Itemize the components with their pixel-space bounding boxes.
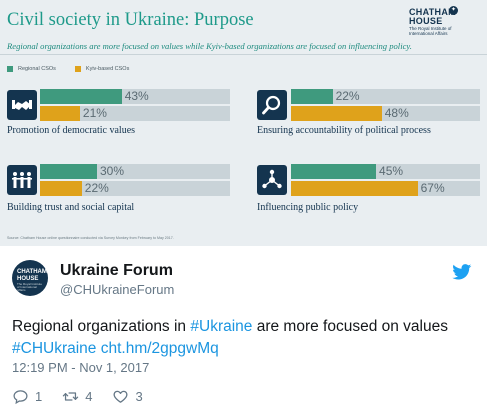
value-label-kyiv-promotion: 21% xyxy=(82,106,107,120)
handshake-icon xyxy=(7,90,37,120)
retweet-button[interactable]: 4 xyxy=(62,388,92,405)
bar-kyiv-accountability xyxy=(291,106,382,121)
user-handle[interactable]: @CHUkraineForum xyxy=(60,282,175,297)
legend-label-kyiv: Kyiv-based CSOs xyxy=(85,66,130,72)
chart-legend: Regional CSOs Kyiv-based CSOs xyxy=(7,64,148,74)
category-label-trust: Building trust and social capital xyxy=(7,202,135,213)
legend-swatch-kyiv xyxy=(74,66,81,72)
source-note: Source: Chatham House online questionnai… xyxy=(7,236,174,240)
infographic-subtitle: Regional organizations are more focused … xyxy=(7,41,412,51)
bar-kyiv-promotion xyxy=(40,106,80,121)
legend-item-regional: Regional CSOs xyxy=(7,66,56,72)
bar-track xyxy=(291,89,480,104)
legend-label-regional: Regional CSOs xyxy=(18,66,56,72)
magnifier-icon xyxy=(257,90,287,120)
value-label-regional-trust: 30% xyxy=(100,164,125,178)
retweet-icon xyxy=(63,391,79,401)
tweet-timestamp[interactable]: 12:19 PM - Nov 1, 2017 xyxy=(12,360,150,375)
bar-regional-policy xyxy=(291,164,377,179)
seal-icon: ✦ xyxy=(449,6,458,15)
category-label-accountability: Ensuring accountability of political pro… xyxy=(257,125,431,136)
infographic-image[interactable]: Civil society in Ukraine: Purpose CHATHA… xyxy=(0,0,487,246)
twitter-bird-icon[interactable] xyxy=(452,264,472,280)
retweet-count: 4 xyxy=(85,388,93,404)
reply-icon xyxy=(13,389,28,404)
tweet-link[interactable]: cht.hm/2gpgwMq xyxy=(100,340,219,357)
chatham-house-logo: CHATHAM ✦ HOUSE The Royal Institute of I… xyxy=(409,6,458,36)
bar-regional-trust xyxy=(40,164,97,179)
display-name[interactable]: Ukraine Forum xyxy=(60,262,173,279)
heart-icon xyxy=(113,390,128,403)
like-button[interactable]: 3 xyxy=(112,388,143,405)
value-label-kyiv-trust: 22% xyxy=(84,181,109,195)
hashtag-ukraine[interactable]: #Ukraine xyxy=(190,318,253,335)
network-icon xyxy=(257,165,287,195)
reply-button[interactable]: 1 xyxy=(12,388,42,405)
like-count: 3 xyxy=(135,388,143,404)
category-label-policy: Influencing public policy xyxy=(257,202,359,213)
value-label-regional-accountability: 22% xyxy=(335,89,360,103)
category-label-promotion: Promotion of democratic values xyxy=(7,125,136,136)
value-label-kyiv-accountability: 48% xyxy=(384,106,409,120)
reply-count: 1 xyxy=(35,388,43,404)
bar-track xyxy=(40,181,230,196)
legend-swatch-regional xyxy=(7,66,13,72)
bar-regional-promotion xyxy=(40,89,122,104)
divider xyxy=(0,54,487,55)
value-label-regional-promotion: 43% xyxy=(124,89,149,103)
hashtag-chukraine[interactable]: #CHUkraine xyxy=(12,340,97,357)
tweet-text: Regional organizations in #Ukraine are m… xyxy=(12,318,448,357)
value-label-regional-policy: 45% xyxy=(379,164,404,178)
bar-kyiv-trust xyxy=(40,181,82,196)
tweet-actions: 1 4 3 xyxy=(12,386,163,406)
legend-item-kyiv: Kyiv-based CSOs xyxy=(74,66,130,72)
infographic-title: Civil society in Ukraine: Purpose xyxy=(7,10,254,30)
value-label-kyiv-policy: 67% xyxy=(420,181,445,195)
people-icon xyxy=(7,165,37,195)
avatar[interactable]: CHATHAM HOUSE The Royal Institute of Int… xyxy=(12,260,48,296)
bar-track xyxy=(40,106,230,121)
bar-regional-accountability xyxy=(291,89,333,104)
bar-kyiv-policy xyxy=(291,181,418,196)
